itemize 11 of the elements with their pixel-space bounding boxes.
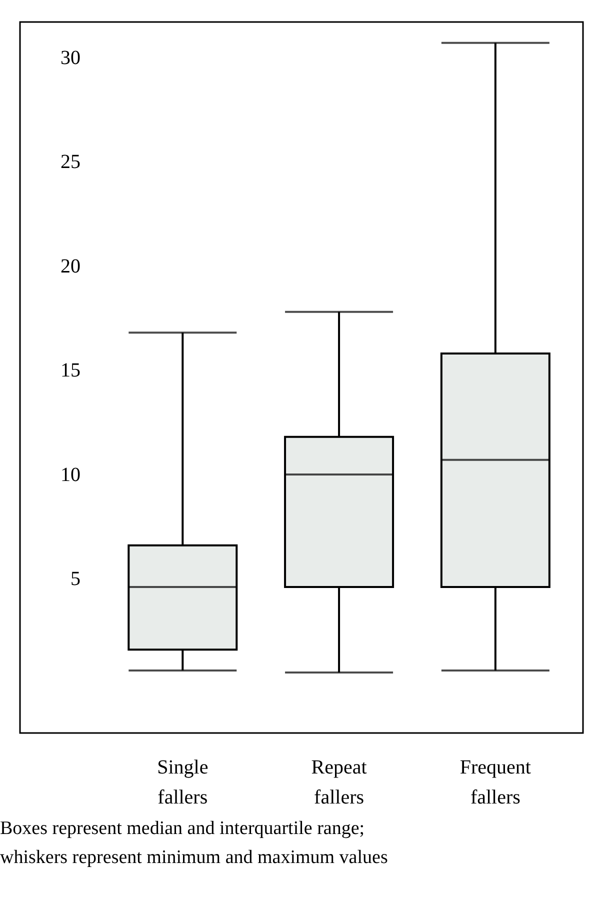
y-tick-label: 15 [60, 360, 80, 382]
x-tick-label: Frequent fallers [460, 756, 532, 808]
y-tick-label: 5 [70, 568, 80, 590]
text: Boxes represent median and interquartile range; [0, 818, 365, 839]
x-tick-label: Repeat fallers [311, 756, 368, 808]
text: whiskers represent minimum and maximum values [0, 847, 388, 868]
y-tick-label: 20 [60, 255, 80, 278]
y-tick-label: 10 [60, 464, 80, 486]
y-tick-label: 30 [60, 46, 80, 69]
x-tick-label: Single fallers [157, 756, 208, 808]
y-tick-label: 25 [60, 151, 80, 174]
